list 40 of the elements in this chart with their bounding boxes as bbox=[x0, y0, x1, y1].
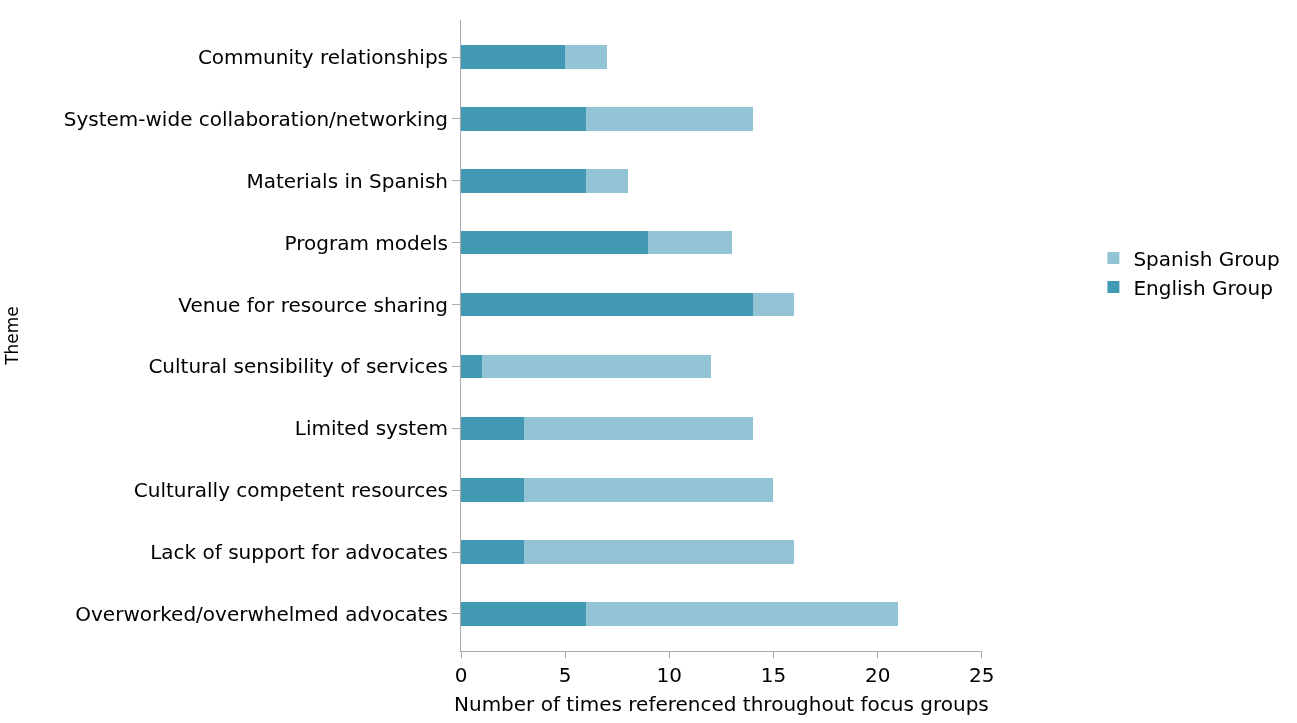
y-tick-label: Venue for resource sharing bbox=[178, 292, 448, 317]
x-tick-label: 15 bbox=[760, 663, 787, 687]
y-tick-label: Community relationships bbox=[197, 45, 448, 70]
bar bbox=[523, 416, 753, 441]
bar bbox=[752, 292, 795, 317]
y-tick-label: Lack of support for advocates bbox=[150, 540, 448, 565]
x-tick-label: 0 bbox=[454, 663, 468, 687]
bar bbox=[461, 292, 753, 317]
bar bbox=[461, 602, 586, 626]
bar bbox=[648, 230, 732, 255]
bar bbox=[481, 354, 711, 379]
bar bbox=[461, 169, 586, 193]
x-tick-label: 20 bbox=[864, 663, 891, 687]
bar bbox=[461, 354, 482, 379]
y-tick-label: Program models bbox=[284, 230, 448, 255]
y-tick-label: Culturally competent resources bbox=[133, 478, 448, 503]
bar bbox=[523, 540, 795, 564]
bar bbox=[585, 602, 899, 626]
y-axis-title: Theme bbox=[2, 306, 23, 366]
y-tick-label: Limited system bbox=[294, 416, 448, 441]
bar bbox=[585, 169, 628, 193]
bar bbox=[461, 107, 586, 131]
bar bbox=[461, 478, 524, 502]
bar bbox=[461, 230, 649, 255]
bar bbox=[565, 45, 607, 69]
y-tick-label: System-wide collaboration/networking bbox=[63, 106, 448, 131]
bar bbox=[585, 107, 753, 131]
bar bbox=[461, 45, 566, 69]
legend-label: Spanish Group bbox=[1133, 246, 1280, 271]
legend-label: English Group bbox=[1133, 275, 1273, 300]
x-axis-title: Number of times referenced throughout focus groups bbox=[454, 691, 989, 716]
bar bbox=[461, 540, 524, 564]
y-tick-label: Materials in Spanish bbox=[246, 168, 448, 193]
bar bbox=[461, 416, 524, 441]
x-tick-label: 25 bbox=[969, 663, 995, 687]
bar bbox=[523, 478, 774, 502]
y-tick-label: Cultural sensibility of services bbox=[148, 354, 448, 379]
x-tick-label: 5 bbox=[558, 663, 572, 687]
y-tick-label: Overworked/overwhelmed advocates bbox=[75, 601, 448, 626]
x-tick-label: 10 bbox=[656, 663, 683, 687]
